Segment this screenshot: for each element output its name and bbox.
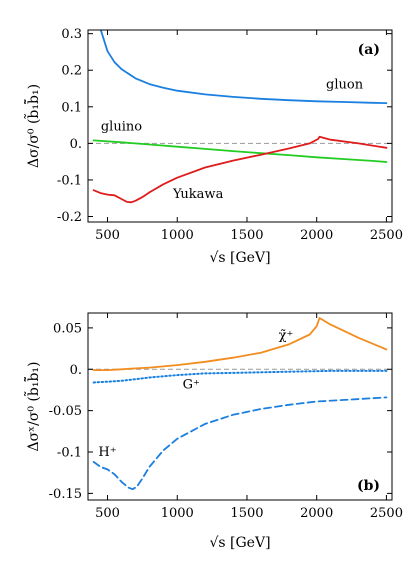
series-line-0 bbox=[92, 317, 388, 372]
curve-annotation-0: χ̃⁺ bbox=[279, 328, 294, 343]
y-tick-label: -0.1 bbox=[57, 173, 82, 188]
x-tick-label: 500 bbox=[95, 506, 120, 521]
chart-panel-b: 500 1000 1500 2000 2500 -0.15 -0.1 -0.05 0. 0.05 √… bbox=[23, 312, 403, 551]
curve-annotation-2: Yukawa bbox=[172, 187, 224, 202]
x-axis-label: √s [GeV] bbox=[209, 535, 270, 551]
series-line-1 bbox=[92, 369, 388, 384]
curve-annotation-2: H⁺ bbox=[98, 445, 116, 460]
y-tick-label: -0.05 bbox=[49, 404, 82, 419]
y-tick-label: 0.2 bbox=[61, 64, 82, 79]
y-tick-label: -0.1 bbox=[57, 446, 82, 461]
y-tick-label: 0.1 bbox=[61, 100, 82, 115]
x-tick-label: 1500 bbox=[230, 228, 263, 243]
x-tick-label: 1500 bbox=[230, 506, 263, 521]
curve-annotation-1: G⁺ bbox=[183, 377, 200, 392]
y-tick-label: -0.2 bbox=[57, 210, 82, 225]
x-tick-label: 500 bbox=[95, 228, 120, 243]
y-axis-label: Δσˣ/σ⁰ (b̃₁b̃̄₁) bbox=[23, 361, 42, 451]
x-tick-label: 1000 bbox=[161, 506, 194, 521]
chart-panel-a: 500 1000 1500 2000 2500 -0.2 -0.1 0. 0.1 0.2 0.3 √s… bbox=[23, 27, 403, 266]
series-line-0 bbox=[99, 30, 388, 104]
plot-frame bbox=[87, 29, 393, 223]
y-tick-label: 0.05 bbox=[53, 321, 82, 336]
y-tick-label: 0. bbox=[70, 363, 82, 378]
x-tick-label: 1000 bbox=[161, 228, 194, 243]
x-tick-label: 2000 bbox=[300, 506, 333, 521]
x-axis-label: √s [GeV] bbox=[209, 250, 270, 266]
panel-label: (a) bbox=[358, 42, 380, 58]
y-tick-label: -0.15 bbox=[49, 487, 82, 502]
panel-label: (b) bbox=[357, 478, 380, 494]
x-tick-label: 2000 bbox=[300, 228, 333, 243]
curve-annotation-1: gluino bbox=[101, 120, 142, 135]
x-tick-label: 2500 bbox=[370, 228, 403, 243]
y-axis-label: Δσ/σ⁰ (b̃₁b̃̄₁) bbox=[23, 84, 42, 168]
curve-annotation-0: gluon bbox=[326, 78, 364, 93]
series-line-2 bbox=[92, 135, 388, 204]
series-line-1 bbox=[92, 139, 388, 163]
y-tick-label: 0. bbox=[70, 137, 82, 152]
series-line-2 bbox=[92, 396, 388, 491]
x-tick-label: 2500 bbox=[370, 506, 403, 521]
y-tick-label: 0.3 bbox=[61, 27, 82, 42]
plot-frame bbox=[87, 312, 393, 501]
